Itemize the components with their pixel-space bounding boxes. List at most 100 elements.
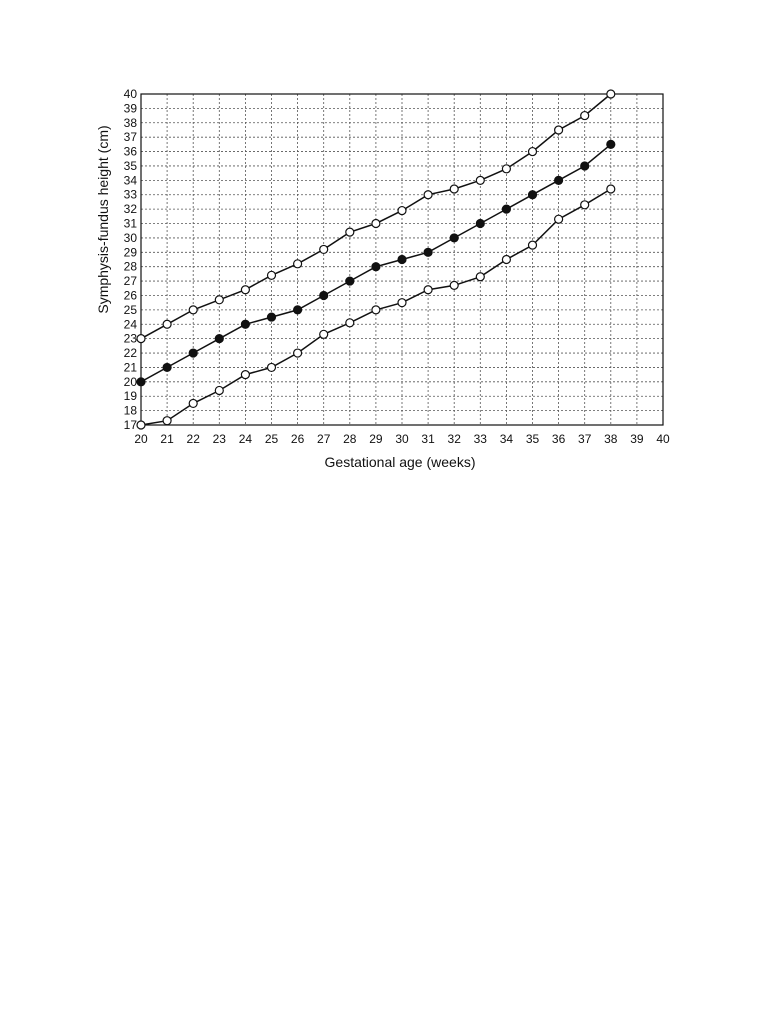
data-point — [162, 416, 172, 426]
x-tick-label: 40 — [656, 432, 670, 446]
data-point — [136, 377, 146, 387]
series-2 — [136, 139, 616, 387]
data-point — [501, 254, 511, 265]
y-tick-label: 25 — [124, 303, 138, 317]
series-1 — [136, 89, 616, 344]
data-point — [266, 362, 277, 373]
data-point — [371, 305, 381, 315]
data-point — [240, 285, 250, 295]
x-tick-label: 32 — [448, 432, 462, 446]
x-tick-label: 38 — [604, 432, 618, 446]
data-point — [501, 164, 511, 174]
y-tick-label: 19 — [124, 389, 138, 403]
data-point — [319, 290, 329, 301]
y-tick-label: 18 — [124, 404, 138, 418]
x-tick-label: 36 — [552, 432, 566, 446]
data-point — [214, 334, 224, 344]
y-tick-label: 26 — [124, 288, 138, 302]
x-tick-label: 35 — [526, 432, 540, 446]
data-point — [136, 420, 146, 430]
x-tick-label: 23 — [213, 432, 227, 446]
data-point — [397, 254, 407, 265]
y-tick-label: 33 — [124, 188, 138, 202]
y-tick-label: 23 — [124, 332, 138, 346]
x-tick-label: 26 — [291, 432, 305, 446]
data-point — [397, 298, 407, 308]
x-tick-label: 39 — [630, 432, 644, 446]
data-point — [266, 270, 277, 280]
y-tick-label: 21 — [124, 360, 138, 374]
data-point — [553, 125, 564, 135]
x-tick-label: 33 — [474, 432, 488, 446]
data-point — [319, 244, 329, 255]
data-point — [527, 190, 538, 200]
data-point — [449, 233, 459, 243]
y-tick-label: 17 — [124, 418, 138, 432]
y-axis-title: Symphysis-fundus height (cm) — [95, 125, 111, 313]
data-point — [162, 362, 172, 373]
data-point — [475, 218, 485, 229]
data-point — [240, 370, 250, 380]
x-tick-label: 29 — [369, 432, 383, 446]
y-tick-label: 27 — [124, 274, 138, 288]
data-point — [606, 89, 616, 99]
y-tick-label: 20 — [124, 375, 138, 389]
data-point — [371, 262, 381, 272]
y-tick-label: 28 — [124, 260, 138, 274]
y-tick-label: 37 — [124, 130, 138, 144]
data-point — [527, 240, 538, 250]
x-tick-label: 34 — [500, 432, 514, 446]
data-point — [606, 184, 616, 194]
data-point — [293, 348, 303, 358]
y-tick-label: 34 — [124, 173, 138, 187]
x-axis-ticks: 20 21 22 23 24 25 26 27 28 29 30 31 32 33 34 35 36 37 38 39… — [134, 432, 670, 446]
y-tick-label: 32 — [124, 202, 138, 216]
y-tick-label: 29 — [124, 245, 138, 259]
y-axis-ticks: 1718192021222324252627282930313233343536… — [124, 87, 138, 432]
plot-frame — [140, 93, 664, 426]
data-point — [345, 276, 355, 286]
data-point — [606, 139, 616, 149]
data-point — [501, 204, 511, 214]
data-point — [214, 385, 224, 396]
data-point — [423, 285, 433, 295]
x-tick-label: 37 — [578, 432, 592, 446]
data-point — [580, 200, 590, 210]
y-tick-label: 36 — [124, 145, 138, 159]
data-point — [162, 319, 172, 329]
data-point — [553, 214, 564, 224]
data-point — [136, 334, 146, 344]
y-tick-label: 35 — [124, 159, 138, 173]
x-tick-label: 30 — [395, 432, 409, 446]
y-tick-label: 31 — [124, 217, 138, 231]
data-point — [527, 146, 538, 157]
data-point — [293, 259, 303, 269]
x-tick-label: 27 — [317, 432, 331, 446]
data-point — [397, 205, 407, 216]
data-point — [266, 312, 277, 322]
data-point — [580, 161, 590, 171]
x-tick-label: 22 — [187, 432, 201, 446]
data-point — [319, 329, 329, 339]
series-layer — [136, 89, 616, 430]
data-point — [449, 184, 459, 194]
data-point — [449, 280, 459, 291]
y-tick-label: 24 — [124, 317, 138, 331]
x-tick-label: 31 — [421, 432, 435, 446]
data-point — [475, 272, 485, 282]
x-tick-label: 20 — [134, 432, 148, 446]
x-tick-label: 21 — [160, 432, 174, 446]
data-point — [475, 175, 485, 185]
data-point — [345, 318, 355, 328]
data-point — [423, 247, 433, 257]
data-point — [553, 175, 564, 185]
y-tick-label: 39 — [124, 101, 138, 115]
data-point — [580, 110, 590, 121]
x-axis-title: Gestational age (weeks) — [325, 454, 476, 470]
data-point — [188, 305, 198, 315]
x-tick-label: 24 — [239, 432, 253, 446]
data-point — [345, 227, 355, 237]
data-point — [423, 190, 433, 200]
data-point — [293, 305, 303, 315]
